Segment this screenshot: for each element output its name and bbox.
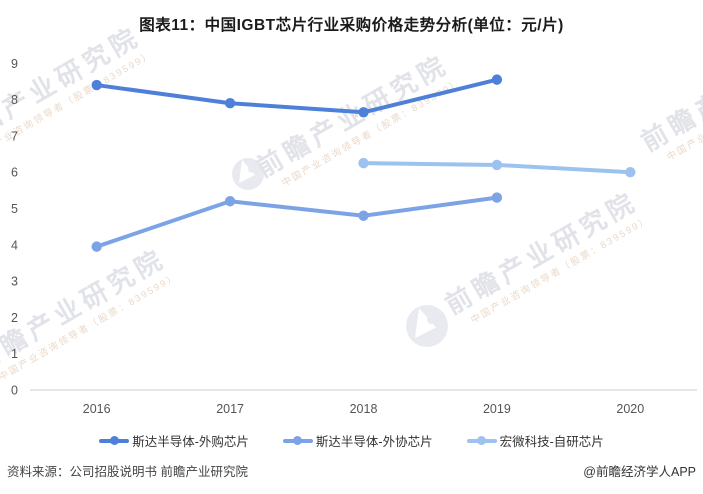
y-tick-label: 8 — [11, 93, 18, 107]
legend-line-marker-icon — [99, 436, 130, 445]
series-line-1 — [94, 195, 499, 249]
watermark: 前瞻产业研究院 中国产业咨询领导者（股票：839599） — [440, 186, 652, 326]
data-point — [358, 157, 369, 169]
data-point — [625, 167, 636, 178]
data-point — [491, 74, 503, 85]
data-point — [358, 210, 369, 221]
series-line-0 — [94, 77, 499, 115]
legend-dot-icon — [293, 436, 303, 445]
legend-line-marker-icon — [282, 436, 313, 445]
legend-dot-icon — [109, 436, 119, 445]
watermark: 前瞻产业研究院 中国产业咨询领导者（股票：839599） — [0, 21, 155, 161]
x-tick-label: 2020 — [616, 402, 644, 416]
watermark-logo-icon — [406, 305, 448, 347]
legend-line-marker-icon — [466, 436, 497, 445]
watermark: 前瞻产业研究院 中国产业咨询领导者（股票：839599） — [0, 243, 180, 383]
legend-item-sida-waigou[interactable]: 斯达半导体-外购芯片 — [99, 431, 249, 450]
y-tick-label: 2 — [11, 311, 18, 325]
data-point — [491, 159, 503, 171]
y-tick-label: 5 — [11, 202, 18, 216]
y-tick-label: 6 — [11, 166, 18, 180]
data-point — [224, 98, 236, 109]
legend-label: 斯达半导体-外协芯片 — [315, 435, 433, 449]
watermark: 前瞻产业研究院 中国产业咨询领导者（股票：839599） — [636, 23, 703, 163]
y-tick-label: 4 — [11, 238, 18, 252]
data-point — [491, 192, 503, 203]
x-tick-label: 2019 — [483, 402, 511, 416]
legend-item-sida-waixie[interactable]: 斯达半导体-外协芯片 — [282, 431, 433, 450]
watermark-logo-icon — [232, 158, 264, 190]
x-tick-label: 2017 — [216, 402, 244, 416]
y-tick-label: 9 — [11, 57, 18, 71]
source-note: 资料来源：公司招股说明书 前瞻产业研究院 — [7, 465, 248, 479]
x-tick-label: 2016 — [83, 402, 111, 416]
data-point — [358, 107, 369, 118]
legend-dot-icon — [477, 436, 487, 445]
y-tick-label: 1 — [11, 347, 18, 361]
legend-label: 宏微科技-自研芯片 — [499, 435, 604, 449]
data-point — [91, 241, 102, 252]
watermark: 前瞻产业研究院 中国产业咨询领导者（股票：839599） — [251, 49, 463, 189]
y-tick-label: 3 — [11, 275, 18, 289]
legend-item-hongwei-ziyan[interactable]: 宏微科技-自研芯片 — [466, 431, 604, 450]
y-tick-label: 0 — [11, 384, 18, 398]
legend-label: 斯达半导体-外购芯片 — [132, 435, 249, 449]
chart-title: 图表11：中国IGBT芯片行业采购价格走势分析(单位：元/片) — [139, 17, 564, 34]
footer: 资料来源：公司招股说明书 前瞻产业研究院 @前瞻经济学人APP — [0, 461, 703, 480]
svg-text:前瞻产业研究院: 前瞻产业研究院 — [440, 186, 643, 320]
legend: 斯达半导体-外购芯片 斯达半导体-外协芯片 宏微科技-自研芯片 — [0, 431, 703, 450]
x-tick-label: 2018 — [350, 402, 378, 416]
data-point — [91, 79, 102, 91]
plot-area: 0 1 2 3 4 5 6 7 8 9 2016 2017 2018 2019 2020 — [11, 57, 697, 416]
credit[interactable]: @前瞻经济学人APP — [583, 465, 696, 479]
y-tick-label: 7 — [11, 129, 18, 143]
watermark-layer: 前瞻产业研究院 中国产业咨询领导者（股票：839599） 前瞻产业研究院 中国产… — [0, 21, 703, 383]
data-point — [224, 196, 236, 207]
